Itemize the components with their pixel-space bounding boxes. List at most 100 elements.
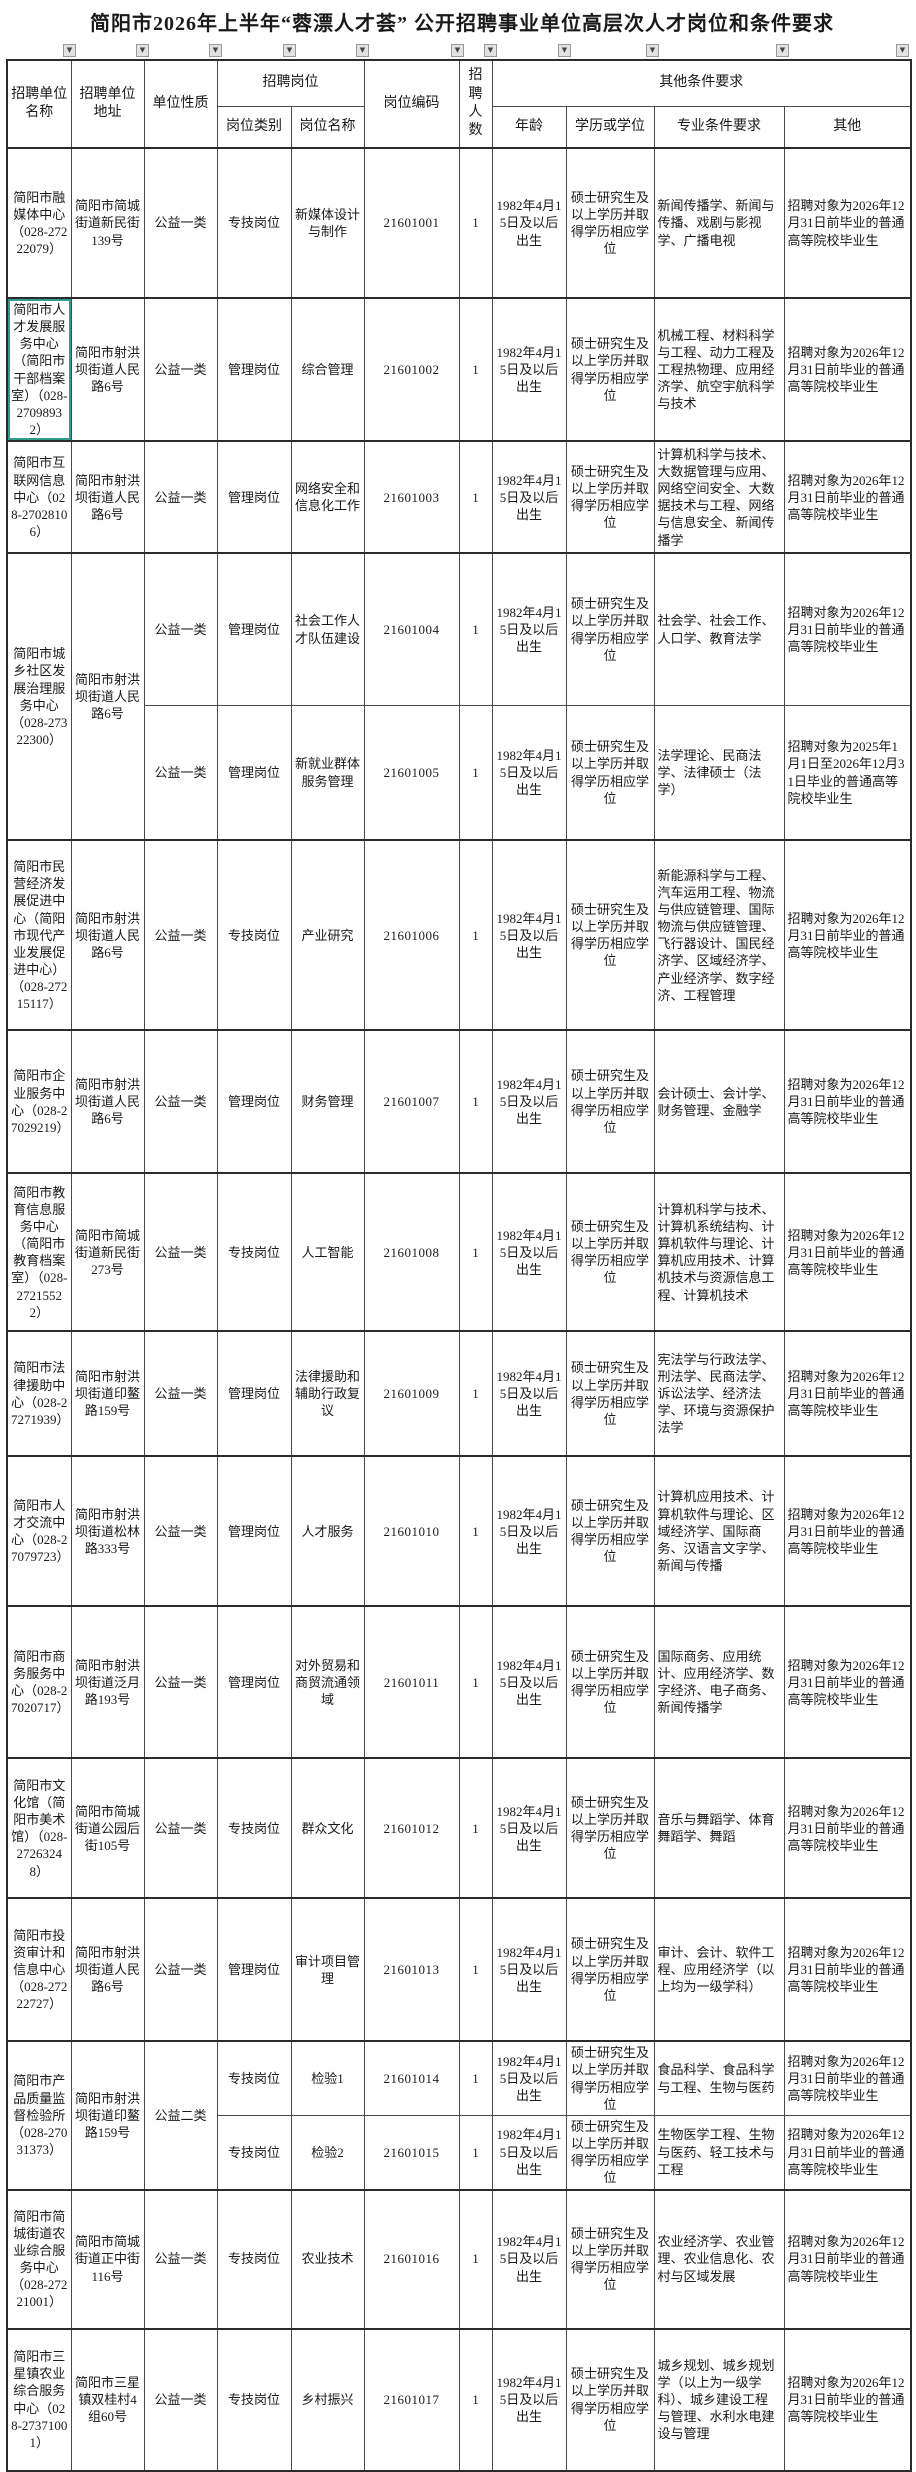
header-unit-name[interactable]: 招聘单位名称 xyxy=(6,59,72,149)
job-name-cell[interactable]: 新媒体设计与制作 xyxy=(290,147,365,299)
job-category-cell[interactable]: 专技岗位 xyxy=(216,2188,292,2329)
age-cell[interactable]: 1982年4月15日及以后出生 xyxy=(491,2327,567,2471)
filter-dropdown-icon[interactable]: ▼ xyxy=(356,44,369,57)
major-cell[interactable]: 音乐与舞蹈学、体育舞蹈学、舞蹈 xyxy=(653,1757,785,1899)
headcount-cell[interactable]: 1 xyxy=(458,2327,493,2471)
age-cell[interactable]: 1982年4月15日及以后出生 xyxy=(491,147,567,299)
other-cell[interactable]: 招聘对象为2026年12月31日前毕业的普通高等院校毕业生 xyxy=(783,1029,912,1174)
education-cell[interactable]: 硕士研究生及以上学历并取得学历相应学位 xyxy=(565,1605,655,1759)
unit-nature-cell[interactable]: 公益一类 xyxy=(143,1757,218,1899)
unit-nature-cell[interactable]: 公益一类 xyxy=(143,1029,218,1174)
unit-nature-cell[interactable]: 公益一类 xyxy=(143,1455,218,1607)
unit-nature-cell[interactable]: 公益一类 xyxy=(143,296,218,442)
education-cell[interactable]: 硕士研究生及以上学历并取得学历相应学位 xyxy=(565,2188,655,2329)
filter-dropdown-icon[interactable]: ▼ xyxy=(646,44,659,57)
job-category-cell[interactable]: 管理岗位 xyxy=(216,1897,292,2042)
age-cell[interactable]: 1982年4月15日及以后出生 xyxy=(491,1330,567,1457)
major-cell[interactable]: 食品科学、食品科学与工程、生物与医药 xyxy=(653,2040,785,2116)
major-cell[interactable]: 宪法学与行政法学、刑法学、民商法学、诉讼法学、经济法学、环境与资源保护法学 xyxy=(653,1330,785,1457)
job-name-cell[interactable]: 检验1 xyxy=(290,2040,365,2116)
header-unit-nature[interactable]: 单位性质 xyxy=(143,59,218,149)
job-name-cell[interactable]: 财务管理 xyxy=(290,1029,365,1174)
header-job-category[interactable]: 岗位类别 xyxy=(216,105,292,149)
other-cell[interactable]: 招聘对象为2026年12月31日前毕业的普通高等院校毕业生 xyxy=(783,2327,912,2471)
unit-nature-cell[interactable]: 公益一类 xyxy=(143,552,218,706)
age-cell[interactable]: 1982年4月15日及以后出生 xyxy=(491,552,567,706)
unit-address-cell[interactable]: 简阳市射洪坝街道人民路6号 xyxy=(70,440,145,554)
filter-dropdown-icon[interactable]: ▼ xyxy=(63,44,76,57)
unit-nature-cell[interactable]: 公益一类 xyxy=(143,1330,218,1457)
job-code-cell[interactable]: 21601011 xyxy=(363,1605,460,1759)
job-code-cell[interactable]: 21601001 xyxy=(363,147,460,299)
job-code-cell[interactable]: 21601017 xyxy=(363,2327,460,2471)
job-name-cell[interactable]: 乡村振兴 xyxy=(290,2327,365,2471)
job-category-cell[interactable]: 管理岗位 xyxy=(216,552,292,706)
unit-name-cell[interactable]: 简阳市融媒体中心（028-27222079） xyxy=(6,147,72,299)
education-cell[interactable]: 硕士研究生及以上学历并取得学历相应学位 xyxy=(565,2327,655,2471)
job-code-cell[interactable]: 21601008 xyxy=(363,1172,460,1332)
age-cell[interactable]: 1982年4月15日及以后出生 xyxy=(491,704,567,841)
other-cell[interactable]: 招聘对象为2026年12月31日前毕业的普通高等院校毕业生 xyxy=(783,2188,912,2329)
job-name-cell[interactable]: 农业技术 xyxy=(290,2188,365,2329)
age-cell[interactable]: 1982年4月15日及以后出生 xyxy=(491,1757,567,1899)
major-cell[interactable]: 计算机应用技术、计算机软件与理论、区域经济学、国际商务、汉语言文字学、新闻与传播 xyxy=(653,1455,785,1607)
unit-address-cell[interactable]: 简阳市简城街道公园后街105号 xyxy=(70,1757,145,1899)
filter-dropdown-icon[interactable]: ▼ xyxy=(283,44,296,57)
job-code-cell[interactable]: 21601009 xyxy=(363,1330,460,1457)
major-cell[interactable]: 会计硕士、会计学、财务管理、金融学 xyxy=(653,1029,785,1174)
job-code-cell[interactable]: 21601004 xyxy=(363,552,460,706)
unit-nature-cell[interactable]: 公益一类 xyxy=(143,2188,218,2329)
unit-address-cell[interactable]: 简阳市射洪坝街道人民路6号 xyxy=(70,552,145,841)
header-other-group[interactable]: 其他条件要求 xyxy=(491,59,912,107)
major-cell[interactable]: 农业经济学、农业管理、农业信息化、农村与区域发展 xyxy=(653,2188,785,2329)
headcount-cell[interactable]: 1 xyxy=(458,1757,493,1899)
job-name-cell[interactable]: 人才服务 xyxy=(290,1455,365,1607)
unit-name-cell[interactable]: 简阳市企业服务中心（028-27029219） xyxy=(6,1029,72,1174)
unit-address-cell[interactable]: 简阳市三星镇双桂村4组60号 xyxy=(70,2327,145,2471)
unit-nature-cell[interactable]: 公益一类 xyxy=(143,839,218,1031)
job-category-cell[interactable]: 管理岗位 xyxy=(216,1455,292,1607)
age-cell[interactable]: 1982年4月15日及以后出生 xyxy=(491,296,567,442)
unit-nature-cell[interactable]: 公益一类 xyxy=(143,1172,218,1332)
age-cell[interactable]: 1982年4月15日及以后出生 xyxy=(491,2188,567,2329)
job-code-cell[interactable]: 21601007 xyxy=(363,1029,460,1174)
headcount-cell[interactable]: 1 xyxy=(458,147,493,299)
education-cell[interactable]: 硕士研究生及以上学历并取得学历相应学位 xyxy=(565,1897,655,2042)
job-category-cell[interactable]: 专技岗位 xyxy=(216,1172,292,1332)
education-cell[interactable]: 硕士研究生及以上学历并取得学历相应学位 xyxy=(565,296,655,442)
headcount-cell[interactable]: 1 xyxy=(458,2040,493,2116)
major-cell[interactable]: 新闻传播学、新闻与传播、戏剧与影视学、广播电视 xyxy=(653,147,785,299)
other-cell[interactable]: 招聘对象为2026年12月31日前毕业的普通高等院校毕业生 xyxy=(783,1605,912,1759)
unit-name-cell[interactable]: 简阳市三星镇农业综合服务中心（028-27371001） xyxy=(6,2327,72,2471)
filter-dropdown-icon[interactable]: ▼ xyxy=(896,44,909,57)
job-code-cell[interactable]: 21601005 xyxy=(363,704,460,841)
education-cell[interactable]: 硕士研究生及以上学历并取得学历相应学位 xyxy=(565,1029,655,1174)
unit-nature-cell[interactable]: 公益一类 xyxy=(143,1605,218,1759)
header-job-code[interactable]: 岗位编码 xyxy=(363,59,460,149)
job-code-cell[interactable]: 21601012 xyxy=(363,1757,460,1899)
unit-address-cell[interactable]: 简阳市射洪坝街道人民路6号 xyxy=(70,1029,145,1174)
job-code-cell[interactable]: 21601016 xyxy=(363,2188,460,2329)
education-cell[interactable]: 硕士研究生及以上学历并取得学历相应学位 xyxy=(565,704,655,841)
unit-name-cell[interactable]: 简阳市互联网信息中心（028-27028106） xyxy=(6,440,72,554)
education-cell[interactable]: 硕士研究生及以上学历并取得学历相应学位 xyxy=(565,440,655,554)
job-name-cell[interactable]: 社会工作人才队伍建设 xyxy=(290,552,365,706)
education-cell[interactable]: 硕士研究生及以上学历并取得学历相应学位 xyxy=(565,1757,655,1899)
unit-name-cell[interactable]: 简阳市城乡社区发展治理服务中心（028-27322300） xyxy=(6,552,72,841)
job-category-cell[interactable]: 管理岗位 xyxy=(216,440,292,554)
unit-name-cell[interactable]: 简阳市民营经济发展促进中心（简阳市现代产业发展促进中心）（028-2721511… xyxy=(6,839,72,1031)
unit-address-cell[interactable]: 简阳市射洪坝街道人民路6号 xyxy=(70,1897,145,2042)
unit-address-cell[interactable]: 简阳市简城街道正中街116号 xyxy=(70,2188,145,2329)
age-cell[interactable]: 1982年4月15日及以后出生 xyxy=(491,1172,567,1332)
age-cell[interactable]: 1982年4月15日及以后出生 xyxy=(491,440,567,554)
job-code-cell[interactable]: 21601013 xyxy=(363,1897,460,2042)
header-other[interactable]: 其他 xyxy=(783,105,912,149)
job-category-cell[interactable]: 专技岗位 xyxy=(216,1757,292,1899)
other-cell[interactable]: 招聘对象为2026年12月31日前毕业的普通高等院校毕业生 xyxy=(783,440,912,554)
major-cell[interactable]: 法学理论、民商法学、法律硕士（法学） xyxy=(653,704,785,841)
job-name-cell[interactable]: 产业研究 xyxy=(290,839,365,1031)
major-cell[interactable]: 机械工程、材料科学与工程、动力工程及工程热物理、应用经济学、航空宇航科学与技术 xyxy=(653,296,785,442)
unit-name-cell[interactable]: 简阳市法律援助中心（028-27271939） xyxy=(6,1330,72,1457)
other-cell[interactable]: 招聘对象为2026年12月31日前毕业的普通高等院校毕业生 xyxy=(783,147,912,299)
header-headcount[interactable]: 招聘人数 xyxy=(458,59,493,149)
